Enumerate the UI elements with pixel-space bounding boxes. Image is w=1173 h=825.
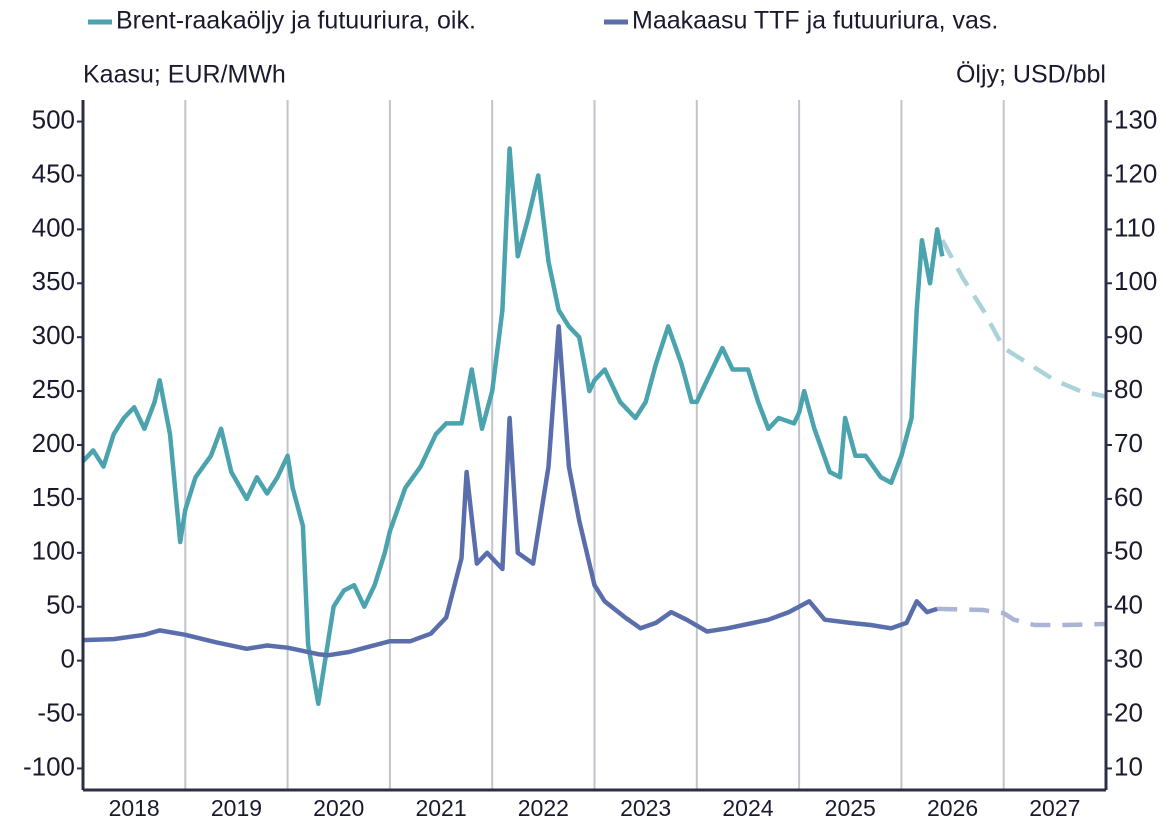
x-tick-label: 2021 xyxy=(415,795,466,821)
y-tick-label: 0 xyxy=(61,644,75,674)
y-tick-label: 400 xyxy=(32,212,75,242)
y-tick-label: 100 xyxy=(32,536,75,566)
x-tick-label: 2026 xyxy=(927,795,978,821)
lines xyxy=(81,146,1107,707)
forecast-line xyxy=(937,606,1107,628)
y-tick-label: 150 xyxy=(32,482,75,512)
y2-tick-label: 20 xyxy=(1114,697,1143,727)
axes: 2018 2019 2020 2021 2022 2023 2024 2025 2026 2027… xyxy=(23,100,1157,821)
line xyxy=(82,324,938,658)
y-tick-label: 250 xyxy=(32,374,75,404)
y-tick-label: 500 xyxy=(32,104,75,134)
x-tick-label: 2018 xyxy=(109,795,160,821)
y-tick-label: 450 xyxy=(32,158,75,188)
y2-tick-label: 60 xyxy=(1114,482,1143,512)
y-tick-label: -50 xyxy=(37,697,75,727)
x-tick-label: 2022 xyxy=(518,795,569,821)
legend: Brent-raakaöljy ja futuuriura, oik. Maaka… xyxy=(88,7,998,35)
x-tick-label: 2019 xyxy=(211,795,262,821)
y2-tick-label: 100 xyxy=(1114,266,1157,296)
line xyxy=(81,146,945,707)
y-tick-label: -100 xyxy=(23,751,75,781)
x-tick-label: 2024 xyxy=(722,795,773,821)
y-tick-label: 200 xyxy=(32,428,75,458)
y2-tick-label: 70 xyxy=(1114,428,1143,458)
y2-tick-label: 30 xyxy=(1114,644,1143,674)
y2-tick-label: 90 xyxy=(1114,320,1143,350)
y2-tick-label: 40 xyxy=(1114,590,1143,620)
y2-tick-label: 130 xyxy=(1114,104,1157,134)
x-tick-label: 2020 xyxy=(313,795,364,821)
y2-tick-label: 110 xyxy=(1114,212,1155,242)
y2-tick-label: 10 xyxy=(1114,751,1143,781)
y2-tick-label: 50 xyxy=(1114,536,1143,566)
legend-label: Brent-raakaöljy ja futuuriura, oik. xyxy=(116,7,476,35)
forecast-line xyxy=(940,239,1107,399)
x-tick-label: 2027 xyxy=(1029,795,1080,821)
y-tick-label: 50 xyxy=(46,590,75,620)
left-axis-unit: Kaasu; EUR/MWh xyxy=(83,61,286,89)
right-axis-unit: Öljy; USD/bbl xyxy=(956,61,1106,89)
x-tick-label: 2023 xyxy=(620,795,671,821)
y2-tick-label: 120 xyxy=(1114,158,1157,188)
grid xyxy=(184,100,1005,790)
y-tick-label: 350 xyxy=(32,266,75,296)
legend-label: Maakaasu TTF ja futuuriura, vas. xyxy=(632,7,998,35)
y2-tick-label: 80 xyxy=(1114,374,1143,404)
x-tick-label: 2025 xyxy=(825,795,876,821)
y-tick-label: 300 xyxy=(32,320,75,350)
